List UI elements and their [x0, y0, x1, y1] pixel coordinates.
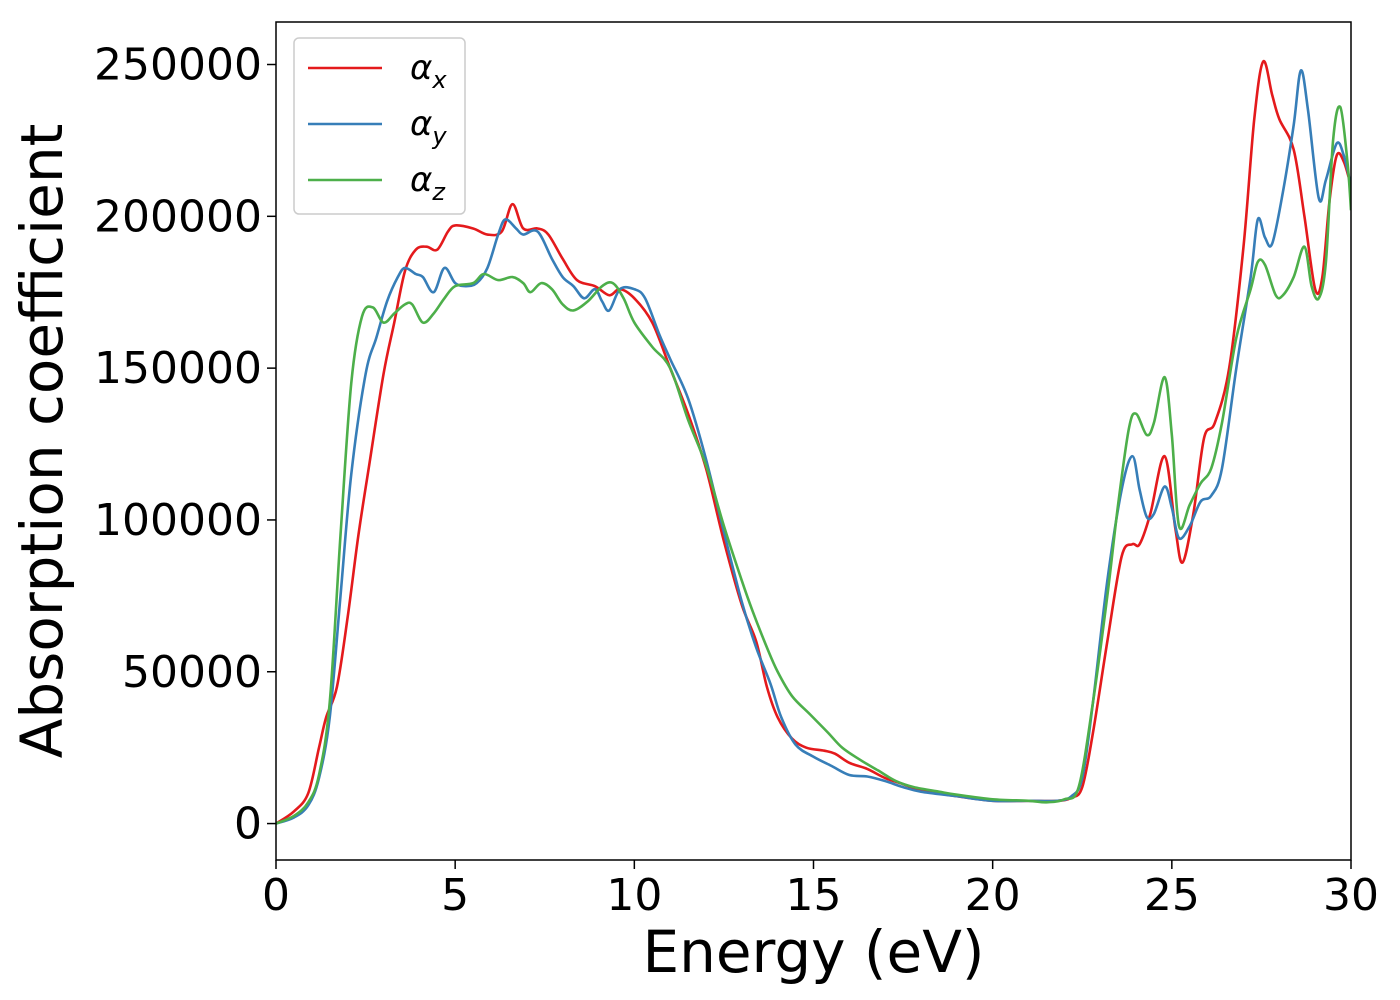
- y-axis-title: Absorption coefficient: [8, 124, 76, 759]
- x-tick-label: 10: [606, 870, 662, 921]
- x-tick-label: 20: [965, 870, 1021, 921]
- y-tick-label: 150000: [94, 343, 262, 394]
- series-line-z: [276, 105, 1351, 825]
- series-line-y: [276, 69, 1351, 825]
- y-tick-label: 200000: [94, 191, 262, 242]
- y-tick-label: 250000: [94, 40, 262, 91]
- y-tick-label: 0: [234, 799, 262, 850]
- x-axis-title: Energy (eV): [642, 918, 984, 986]
- series-layer: [276, 60, 1351, 825]
- x-tick-label: 0: [262, 870, 290, 921]
- x-tick-label: 25: [1144, 870, 1200, 921]
- legend-box: [293, 37, 466, 215]
- ticks-layer: 0 5 10 15 20 25 30 0 50000 100000 150000 200000 2500…: [94, 40, 1379, 921]
- x-tick-label: 5: [441, 870, 469, 921]
- y-tick-label: 100000: [94, 495, 262, 546]
- x-tick-label: 15: [786, 870, 842, 921]
- series-line-x: [276, 60, 1351, 825]
- x-tick-label: 30: [1323, 870, 1379, 921]
- y-tick-label: 50000: [122, 647, 262, 698]
